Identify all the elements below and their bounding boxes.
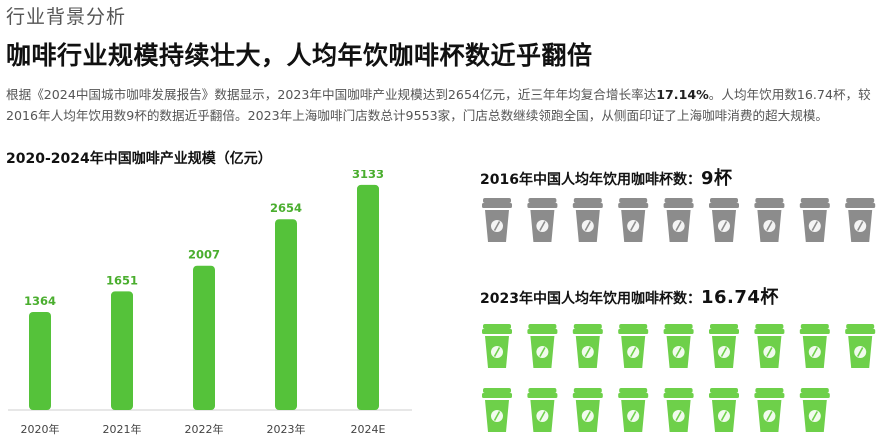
coffee-cup-icon — [845, 324, 876, 368]
coffee-cup-icon — [709, 198, 739, 242]
coffee-cup-icon — [845, 198, 876, 242]
coffee-cup-icon — [709, 324, 739, 368]
section-label: 行业背景分析 — [6, 6, 127, 28]
bar-value-label: 1651 — [106, 273, 138, 287]
coffee-cup-icon — [663, 324, 694, 368]
bar — [29, 311, 51, 410]
bar-value-label: 2654 — [270, 201, 302, 215]
coffee-cup-icon — [709, 388, 739, 432]
coffee-cup-icon — [754, 324, 785, 368]
coffee-cup-icon — [572, 198, 603, 242]
category-tick-label: 2020年 — [21, 422, 60, 436]
coffee-cup-icon — [527, 198, 558, 242]
bar — [357, 184, 379, 410]
coffee-cup-partial-icon — [799, 388, 830, 432]
coffee-cup-icon — [572, 324, 603, 368]
bar — [193, 265, 215, 410]
cups-2023-value: 16.74杯 — [700, 287, 779, 308]
category-tick-label: 2022年 — [185, 422, 224, 436]
coffee-cup-icon — [799, 324, 830, 368]
coffee-cup-icon — [482, 388, 512, 432]
coffee-cup-icon — [754, 198, 785, 242]
coffee-cup-icon — [482, 324, 512, 368]
cups-2023-title: 2023年中国人均年饮用咖啡杯数：16.74杯 — [480, 283, 779, 309]
coffee-cup-icon — [663, 198, 694, 242]
coffee-cup-icon — [618, 198, 649, 242]
coffee-cup-icon — [527, 324, 558, 368]
bar — [275, 219, 297, 410]
industry-scale-bar-chart: 1364 2020年 1651 2021年 2007 2022年 2654 2023年 3133… — [8, 170, 412, 436]
cups-2023-pictogram — [482, 324, 876, 432]
cups-2023-title-prefix: 2023年中国人均年饮用咖啡杯数： — [480, 291, 701, 307]
page-headline: 咖啡行业规模持续壮大，人均年饮咖啡杯数近乎翻倍 — [6, 41, 593, 70]
coffee-cup-icon — [618, 324, 649, 368]
category-tick-label: 2021年 — [103, 422, 142, 436]
coffee-cup-icon — [527, 388, 558, 432]
bar-chart-title: 2020-2024年中国咖啡产业规模（亿元） — [6, 151, 272, 167]
coffee-cup-icon — [663, 388, 694, 432]
coffee-cup-icon — [482, 198, 512, 242]
coffee-cup-icon — [618, 388, 649, 432]
cups-2016-title-prefix: 2016年中国人均年饮用咖啡杯数： — [480, 172, 701, 188]
coffee-cup-icon — [799, 198, 830, 242]
category-tick-label: 2023年 — [267, 422, 306, 436]
growth-rate-highlight: 17.14% — [656, 87, 709, 102]
cups-2016-pictogram — [482, 198, 876, 242]
bar-value-label: 1364 — [24, 294, 56, 308]
bar-value-label: 3133 — [352, 170, 384, 181]
description-part2: 。人均年饮用数16.74杯，较2016年人均年饮用数9杯的数据近乎翻倍。2023… — [6, 87, 871, 123]
coffee-cup-icon — [754, 388, 785, 432]
bar — [111, 291, 133, 410]
description-paragraph: 根据《2024中国城市咖啡发展报告》数据显示，2023年中国咖啡产业规模达到26… — [6, 84, 886, 126]
category-tick-label: 2024E — [351, 423, 386, 436]
bar-value-label: 2007 — [188, 248, 220, 262]
cups-2016-value: 9杯 — [700, 168, 733, 189]
cups-2016-title: 2016年中国人均年饮用咖啡杯数：9杯 — [480, 164, 733, 190]
coffee-cup-icon — [572, 388, 603, 432]
description-part1: 根据《2024中国城市咖啡发展报告》数据显示，2023年中国咖啡产业规模达到26… — [6, 87, 657, 102]
